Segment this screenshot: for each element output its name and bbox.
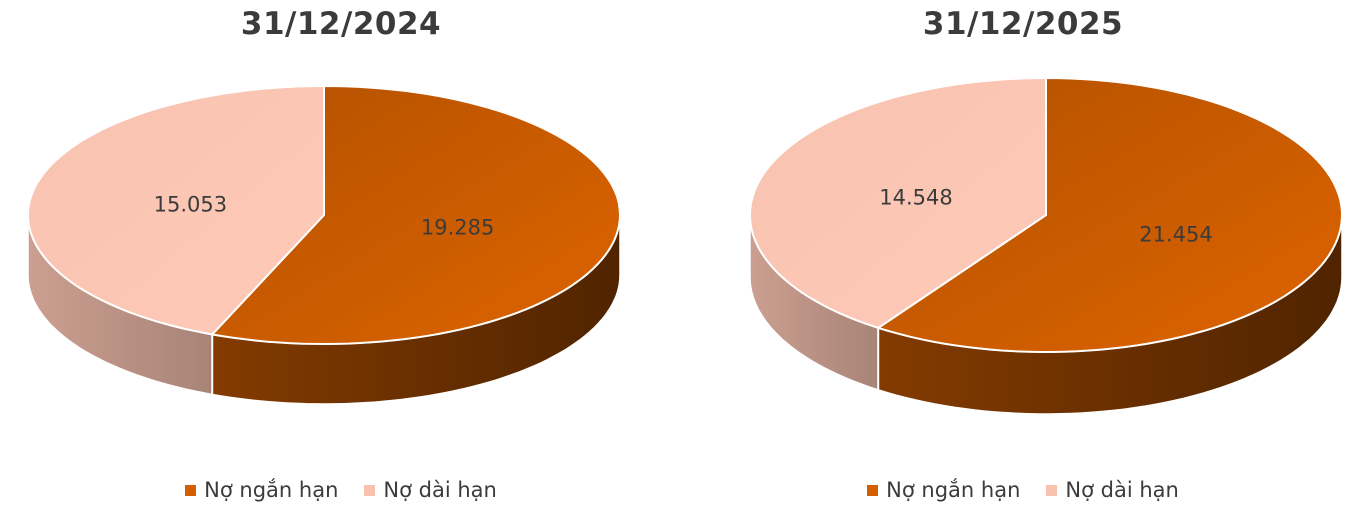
pie-chart-2025: 31/12/2025 21.454 14.548 Nợ ngắn hạn Nợ d… (682, 0, 1364, 519)
pie-chart-svg: 21.454 14.548 (749, 77, 1343, 415)
legend-swatch-long-term (1046, 484, 1058, 496)
legend-swatch-long-term (364, 484, 376, 496)
legend: Nợ ngắn hạn Nợ dài hạn (0, 478, 682, 502)
legend-label-short-term: Nợ ngắn hạn (204, 478, 339, 502)
chart-title: 31/12/2024 (240, 6, 442, 42)
legend-item-short-term: Nợ ngắn hạn (867, 478, 1020, 502)
pie-chart-2024: 31/12/2024 19.285 15.053 Nợ ngắn hạn Nợ d… (0, 6, 682, 502)
legend: Nợ ngắn hạn Nợ dài hạn (682, 478, 1364, 502)
chart-title: 31/12/2025 (922, 6, 1124, 42)
legend-item-short-term: Nợ ngắn hạn (185, 478, 338, 502)
data-label-long-term: 15.053 (154, 193, 227, 217)
data-label-short-term: 19.285 (421, 215, 494, 239)
legend-swatch-short-term (185, 484, 197, 496)
legend-label-long-term: Nợ dài hạn (383, 478, 497, 502)
legend-item-long-term: Nợ dài hạn (1046, 478, 1179, 502)
legend-swatch-short-term (867, 484, 879, 496)
legend-item-long-term: Nợ dài hạn (364, 478, 497, 502)
pie-slice-short-term (211, 85, 621, 345)
legend-label-short-term: Nợ ngắn hạn (886, 478, 1021, 502)
legend-label-long-term: Nợ dài hạn (1065, 478, 1179, 502)
data-label-short-term: 21.454 (1139, 223, 1212, 247)
pie-slice-short-term (877, 77, 1343, 353)
pie-chart-svg: 19.285 15.053 (27, 85, 621, 405)
pie-slice-long-term (749, 77, 1047, 329)
data-label-long-term: 14.548 (879, 185, 952, 209)
pie-slice-long-term (27, 85, 325, 336)
